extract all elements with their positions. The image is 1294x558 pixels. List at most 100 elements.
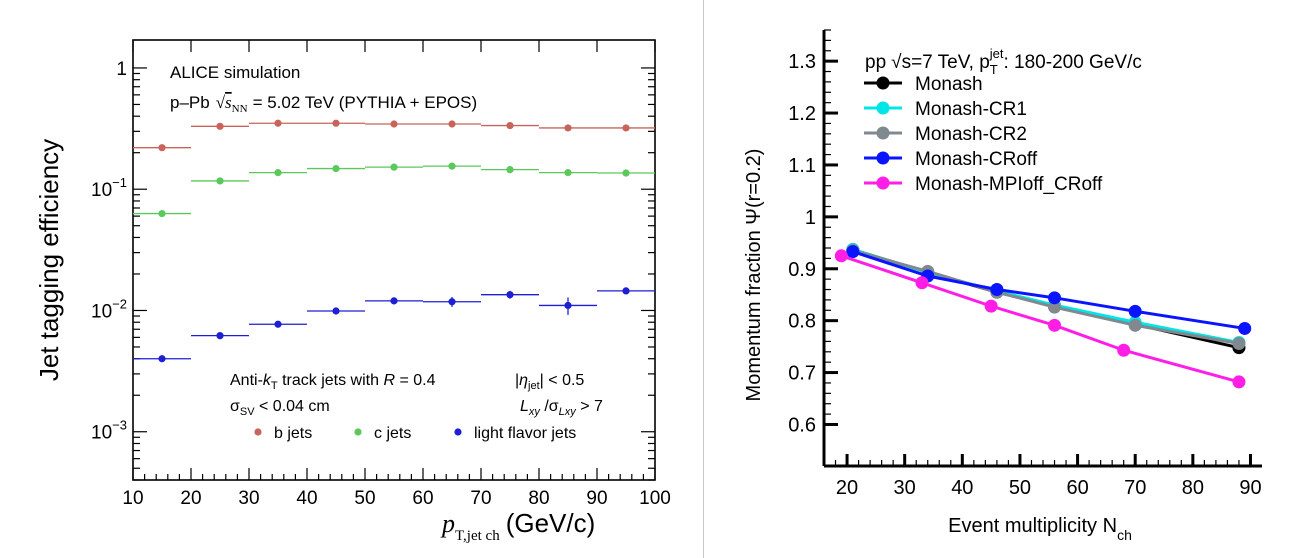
left-y-tick-label: 10−2	[91, 296, 127, 322]
left-x-tick-label: 40	[296, 488, 317, 509]
right-x-tick-label: 80	[1182, 477, 1204, 499]
right-series-3-point	[990, 283, 1004, 297]
left-series-1-point	[332, 164, 340, 173]
left-x-tick-label: 20	[180, 488, 201, 509]
left-series-1-point	[448, 162, 456, 170]
right-legend-label: Monash	[915, 74, 983, 95]
left-series-2-point	[274, 320, 282, 328]
left-series-2-point	[448, 298, 456, 306]
right-series-2-point	[846, 244, 860, 258]
right-series-4-line	[840, 254, 1240, 384]
right-legend-marker	[876, 101, 890, 115]
left-series-2-point	[564, 301, 572, 310]
right-y-axis-label: Momentum fraction Ψ(r=0.2)	[743, 149, 765, 402]
left-series-2-point	[216, 332, 224, 340]
left-series-2-point	[332, 307, 340, 315]
left-series-1-point	[158, 209, 166, 218]
left-x-tick-label: 30	[238, 488, 259, 509]
left-series-0-point	[274, 119, 282, 127]
left-legend-label: b jets	[274, 425, 312, 442]
left-series-0-point	[564, 124, 572, 132]
right-series-0-point	[921, 265, 935, 279]
right-y-tick-label: 1.1	[788, 155, 816, 177]
left-legend-label: light flavor jets	[474, 425, 576, 442]
right-x-tick-label: 50	[1009, 477, 1031, 499]
right-series-3-point	[1048, 291, 1062, 305]
right-x-tick-label: 70	[1124, 477, 1146, 499]
left-legend-marker	[354, 428, 362, 436]
right-x-tick-label: 40	[951, 477, 973, 499]
right-x-tick-label: 30	[894, 477, 916, 499]
right-series-4-point	[915, 276, 929, 290]
right-series-1-line	[852, 248, 1240, 344]
right-y-tick-label: 0.6	[788, 414, 816, 436]
right-y-tick-label: 1.3	[788, 51, 816, 73]
right-y-tick-label: 1.2	[788, 103, 816, 125]
left-y-tick-label: 10−3	[91, 418, 127, 444]
right-series-4-point	[1232, 375, 1246, 389]
right-series-1-point	[1128, 315, 1142, 329]
right-legend-marker	[876, 176, 890, 190]
right-series-3-point	[921, 269, 935, 283]
left-data-marks	[133, 119, 655, 363]
left-series-1-point	[622, 169, 630, 177]
left-jets-annotation: Anti-kT track jets with R = 0.4	[230, 372, 436, 392]
right-series-2-line	[852, 249, 1240, 345]
right-legend-label: Monash-CR1	[915, 99, 1027, 120]
left-series-1-point	[506, 166, 514, 174]
right-legend-marker	[876, 126, 890, 140]
right-legend-label: Monash-CRoff	[915, 149, 1038, 170]
left-x-tick-label: 100	[639, 488, 671, 509]
left-series-0-point	[448, 120, 456, 128]
left-series-0-point	[158, 144, 166, 152]
right-axis-ticks: 20 30 40 50 60 70 80 90 0.6 0.7 0.8 0.9 1 1.1 1.2 1.3	[788, 29, 1262, 499]
left-y-tick-label: 1	[116, 59, 127, 80]
left-series-2-point	[390, 297, 398, 305]
left-x-tick-label: 50	[354, 488, 375, 509]
left-legend-marker	[454, 428, 462, 436]
left-series-1-point	[216, 177, 224, 185]
left-y-tick-label: 10−1	[91, 175, 127, 201]
right-series-1-point	[990, 284, 1004, 298]
left-x-tick-label: 70	[470, 488, 491, 509]
right-y-tick-label: 0.7	[788, 363, 816, 385]
left-title: ALICE simulation	[170, 63, 300, 82]
right-series-3-point	[1128, 304, 1142, 318]
left-series-2-point	[622, 287, 630, 295]
right-y-tick-label: 0.8	[788, 311, 816, 333]
right-series-2-point	[921, 264, 935, 278]
right-series-0-point	[846, 243, 860, 257]
right-legend-marker	[876, 151, 890, 165]
right-data-marks	[834, 243, 1252, 389]
right-series-4-point	[1048, 318, 1062, 332]
left-x-tick-label: 60	[412, 488, 433, 509]
right-legend-marker	[876, 76, 890, 90]
left-legend: b jets c jets light flavor jets	[254, 425, 576, 442]
right-series-2-point	[1232, 337, 1246, 351]
left-y-axis-label: Jet tagging efficiency	[34, 139, 64, 381]
right-x-tick-label: 90	[1239, 477, 1261, 499]
tagging-efficiency-chart: 10 20 30 40 50 60 70 80 90 100 10−3 10−2 10−1 1 ALICE…	[34, 39, 671, 544]
right-x-tick-label: 20	[836, 477, 858, 499]
right-series-2-point	[1048, 300, 1062, 314]
left-series-1-point	[274, 169, 282, 177]
right-series-1-point	[921, 265, 935, 279]
left-x-tick-label: 90	[586, 488, 607, 509]
right-series-0-point	[990, 285, 1004, 299]
left-series-1-point	[390, 163, 398, 171]
right-legend-label: Monash-CR2	[915, 124, 1027, 145]
right-series-2-point	[990, 285, 1004, 299]
right-series-3-point	[846, 245, 860, 259]
left-legend-marker	[254, 428, 262, 436]
left-x-tick-label: 80	[528, 488, 549, 509]
left-series-0-point	[506, 121, 514, 130]
left-x-tick-label: 10	[122, 488, 143, 509]
left-legend-label: c jets	[374, 425, 411, 442]
panel-divider	[703, 0, 704, 558]
left-series-0-point	[622, 124, 630, 132]
left-axis-ticks: 10 20 30 40 50 60 70 80 90 100 10−3 10−2 10−1 1	[91, 40, 671, 509]
right-y-tick-label: 1	[805, 207, 816, 229]
left-plot-frame	[132, 39, 656, 481]
right-legend: Monash Monash-CR1 Monash-CR2 Monash-CRoff Mo…	[864, 74, 1103, 195]
left-series-1-point	[564, 169, 572, 177]
